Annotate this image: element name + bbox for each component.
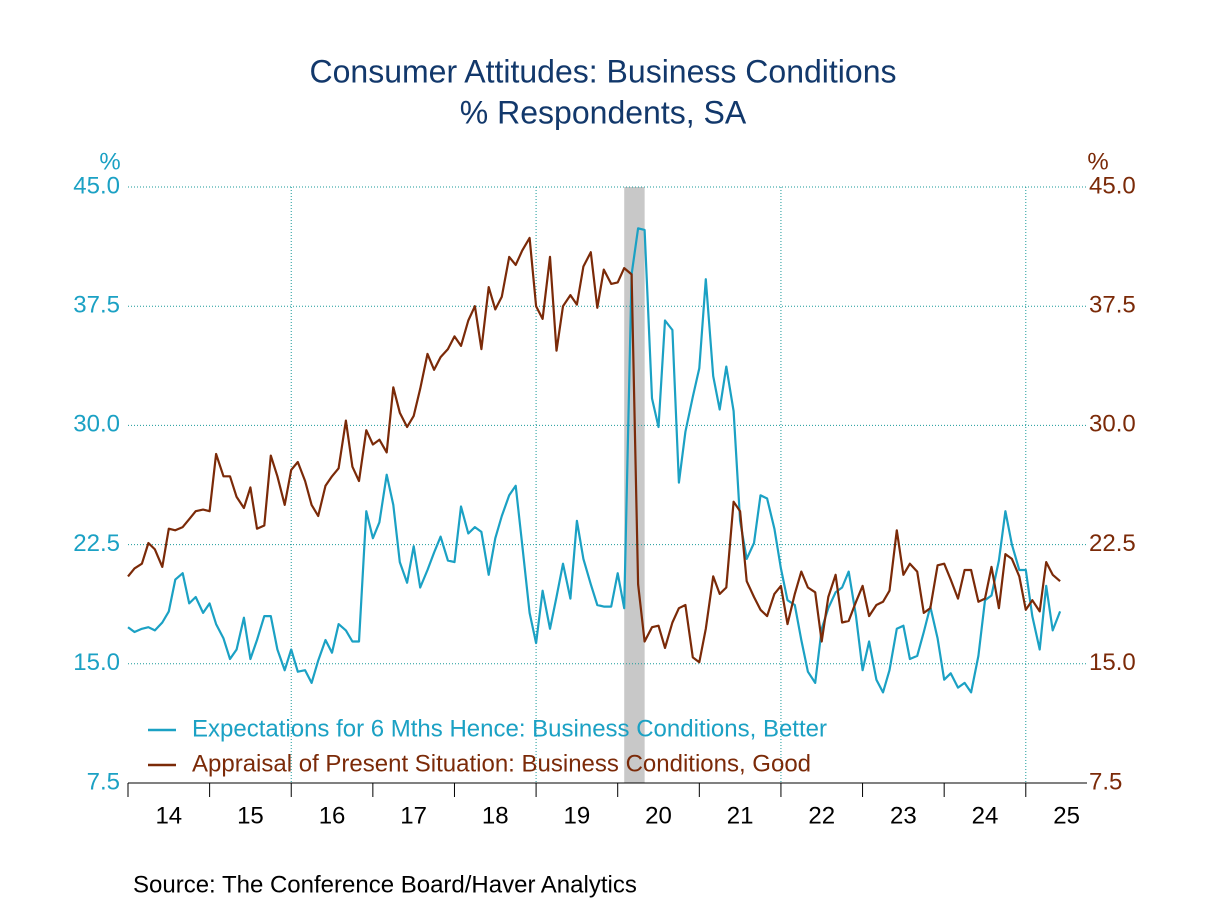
x-tick-label: 19 [564, 802, 591, 829]
y2-tick-label: 22.5 [1089, 530, 1136, 557]
legend-label: Expectations for 6 Mths Hence: Business … [192, 715, 827, 742]
x-tick-label: 23 [890, 802, 917, 829]
y-tick-label: 15.0 [73, 649, 120, 676]
series-line [127, 236, 1061, 664]
y2-tick-label: 37.5 [1089, 292, 1136, 319]
y-unit: % [99, 148, 120, 175]
y-tick-label: 22.5 [73, 530, 120, 557]
y2-tick-label: 45.0 [1089, 172, 1136, 199]
x-tick-label: 17 [400, 802, 427, 829]
x-tick-label: 20 [645, 802, 672, 829]
x-tick-label: 24 [972, 802, 999, 829]
x-tick-label: 14 [155, 802, 182, 829]
legend-label: Appraisal of Present Situation: Business… [192, 750, 811, 777]
chart-subtitle: % Respondents, SA [460, 94, 747, 130]
source: Source: The Conference Board/Haver Analy… [133, 871, 637, 898]
y-tick-label: 37.5 [73, 292, 120, 319]
x-tick-label: 16 [319, 802, 346, 829]
x-tick-label: 25 [1053, 802, 1080, 829]
y-tick-label: 45.0 [73, 172, 120, 199]
x-tick-label: 21 [727, 802, 754, 829]
x-tick-label: 18 [482, 802, 509, 829]
x-tick-label: 22 [808, 802, 835, 829]
y2-tick-label: 30.0 [1089, 411, 1136, 438]
y2-unit: % [1087, 148, 1108, 175]
x-tick-label: 15 [237, 802, 264, 829]
series-line [127, 227, 1062, 694]
y-tick-label: 7.5 [87, 768, 120, 795]
y2-tick-label: 7.5 [1089, 768, 1122, 795]
y2-tick-label: 15.0 [1089, 649, 1136, 676]
y-tick-label: 30.0 [73, 411, 120, 438]
chart-title: Consumer Attitudes: Business Conditions [310, 53, 897, 89]
